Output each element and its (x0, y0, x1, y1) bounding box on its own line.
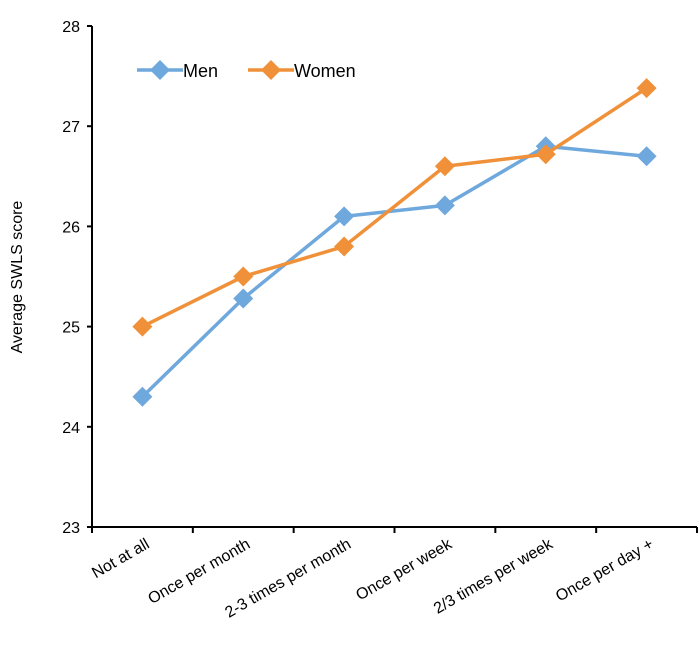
series-line (141, 144, 647, 398)
x-tick-label: Not at all (89, 536, 152, 582)
legend-marker (150, 60, 170, 80)
series-men (132, 136, 657, 407)
x-tick-label: Once per day + (553, 536, 657, 606)
legend-label: Women (294, 61, 356, 81)
y-tick-label: 25 (62, 320, 80, 337)
data-point (233, 266, 254, 287)
series-line (141, 86, 648, 329)
y-tick-label: 27 (62, 119, 80, 136)
data-point (233, 288, 254, 309)
y-tick-label: 23 (62, 520, 80, 537)
data-point (334, 206, 355, 227)
data-point (434, 156, 455, 177)
data-point (535, 144, 556, 165)
data-point (434, 195, 455, 216)
data-point (132, 316, 153, 337)
legend-item: Women (248, 60, 356, 81)
y-tick-label: 26 (62, 219, 80, 236)
legend-marker (261, 60, 281, 80)
data-point (334, 236, 355, 257)
data-point (636, 78, 657, 99)
data-point (132, 386, 153, 407)
x-tick-label: Once per month (145, 536, 253, 608)
legend: Men Women (137, 60, 356, 81)
y-tick-label: 28 (62, 19, 80, 36)
legend-label: Men (183, 61, 218, 81)
series-women (132, 78, 657, 337)
legend-item: Men (137, 60, 218, 81)
y-tick-label: 24 (62, 420, 80, 437)
x-tick-label: Once per week (353, 535, 456, 604)
series-layer (132, 78, 657, 407)
data-point (636, 146, 657, 167)
y-axis-title: Average SWLS score (9, 201, 26, 354)
